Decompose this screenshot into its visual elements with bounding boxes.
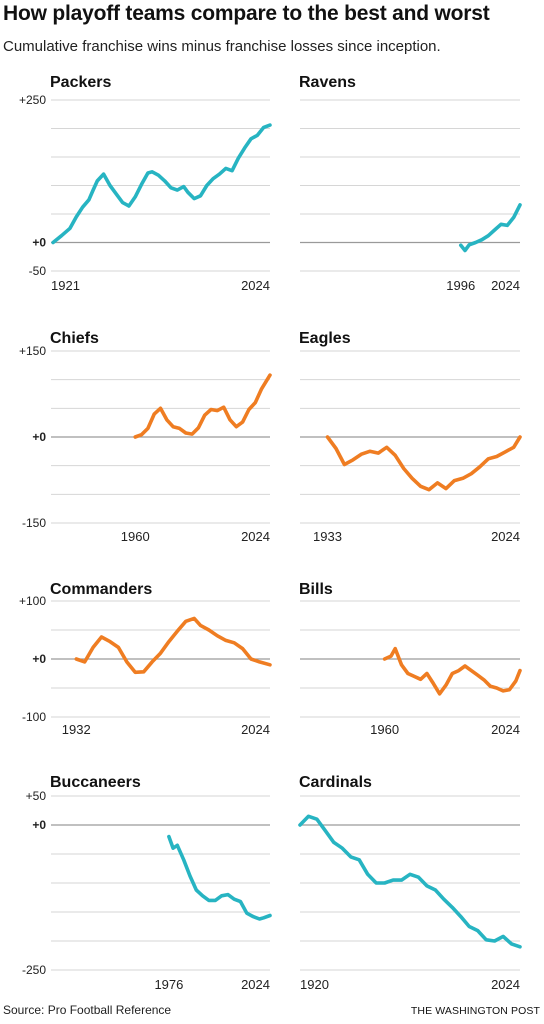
- x-tick-label: 2024: [491, 529, 520, 544]
- x-tick-label: 1932: [62, 722, 91, 737]
- panel-title: Chiefs: [50, 330, 99, 347]
- x-tick-label: 1933: [313, 529, 342, 544]
- series-line-ravens: [459, 203, 522, 253]
- x-tick-label: 1976: [154, 977, 183, 992]
- x-tick-label: 2024: [241, 722, 270, 737]
- y-tick-label: -250: [22, 963, 46, 977]
- series-line-cardinals: [298, 814, 522, 949]
- x-tick-label: 1920: [300, 977, 329, 992]
- panel-chiefs: Chiefs +150 +0 -150 1960 2024: [19, 330, 272, 544]
- y-tick-label: +50: [26, 789, 47, 803]
- x-tick-label: 2024: [491, 278, 520, 293]
- panel-title: Bills: [299, 581, 333, 598]
- panel-bills: Bills 1960 2024: [299, 581, 522, 737]
- panel-title: Buccaneers: [50, 774, 141, 791]
- x-tick-label: 2024: [491, 722, 520, 737]
- panel-title: Cardinals: [299, 774, 372, 791]
- y-tick-label: +150: [19, 344, 46, 358]
- x-tick-label: 2024: [241, 977, 270, 992]
- panel-cardinals: Cardinals 1920 2024: [298, 774, 522, 992]
- source-note: Source: Pro Football Reference: [3, 1003, 172, 1017]
- panel-title: Packers: [50, 74, 111, 91]
- chart-title: How playoff teams compare to the best an…: [3, 2, 490, 25]
- publisher-credit: THE WASHINGTON POST: [410, 1005, 540, 1017]
- x-tick-label: 1921: [51, 278, 80, 293]
- panel-commanders: Commanders +100 +0 -100 1932 2024: [19, 581, 272, 737]
- x-tick-label: 1960: [370, 722, 399, 737]
- y-tick-label: -150: [22, 516, 46, 530]
- chart-subtitle: Cumulative franchise wins minus franchis…: [3, 38, 441, 55]
- y-tick-label: +0: [32, 430, 46, 444]
- series-line-chiefs: [133, 373, 272, 439]
- panel-eagles: Eagles 1933 2024: [299, 330, 522, 544]
- x-tick-label: 2024: [241, 529, 270, 544]
- x-tick-label: 1996: [446, 278, 475, 293]
- series-line-buccaneers: [167, 834, 272, 921]
- y-tick-label: +0: [32, 652, 46, 666]
- series-line-packers: [51, 123, 272, 245]
- x-tick-label: 1960: [121, 529, 150, 544]
- y-tick-label: +0: [32, 236, 46, 250]
- y-tick-label: -100: [22, 710, 46, 724]
- x-tick-label: 2024: [491, 977, 520, 992]
- series-line-bills: [382, 646, 522, 696]
- series-line-eagles: [325, 435, 522, 492]
- panel-packers: Packers +250 +0 -50 1921 2024: [19, 74, 272, 293]
- panel-buccaneers: Buccaneers+50 +0 -250 1976 2024: [22, 774, 272, 992]
- y-tick-label: +100: [19, 594, 46, 608]
- panel-title: Commanders: [50, 581, 152, 598]
- y-tick-label: +250: [19, 93, 46, 107]
- panel-title: Ravens: [299, 74, 356, 91]
- x-tick-label: 2024: [241, 278, 270, 293]
- series-line-commanders: [74, 616, 272, 675]
- y-tick-label: +0: [32, 818, 46, 832]
- panel-ravens: Ravens 1996 2024: [299, 74, 522, 293]
- panel-title: Eagles: [299, 330, 351, 347]
- y-tick-label: -50: [29, 264, 47, 278]
